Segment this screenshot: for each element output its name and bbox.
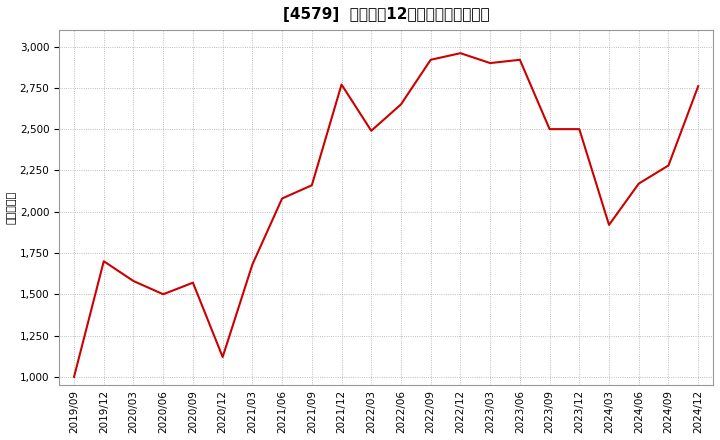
Title: [4579]  売上高の12か月移動合計の推移: [4579] 売上高の12か月移動合計の推移 (283, 7, 490, 22)
Y-axis label: （百万円）: （百万円） (7, 191, 17, 224)
